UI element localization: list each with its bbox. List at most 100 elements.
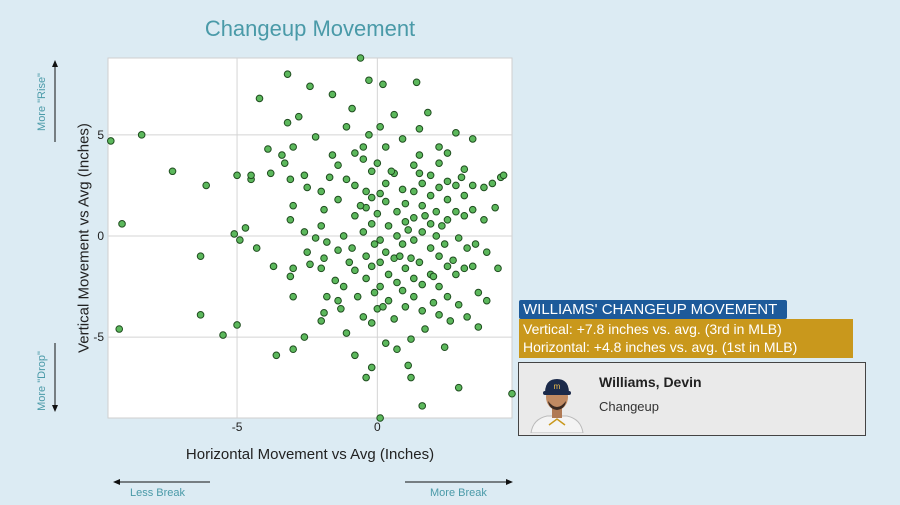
data-point xyxy=(393,232,401,240)
data-point xyxy=(407,254,415,263)
data-point xyxy=(480,215,488,224)
data-point xyxy=(247,171,255,180)
data-point xyxy=(345,258,354,267)
data-point xyxy=(482,248,491,256)
data-point xyxy=(230,230,239,238)
data-point xyxy=(468,205,477,214)
chart-title: Changeup Movement xyxy=(204,16,416,41)
data-point xyxy=(463,244,471,252)
data-point xyxy=(286,175,295,184)
data-point xyxy=(393,278,401,287)
rise-arrowhead-icon xyxy=(52,60,58,67)
data-point xyxy=(407,335,415,343)
data-point xyxy=(370,240,379,248)
data-point xyxy=(376,282,384,291)
data-point xyxy=(306,260,314,269)
data-point xyxy=(415,169,424,178)
grid xyxy=(107,57,513,419)
data-point xyxy=(463,313,471,321)
data-point xyxy=(381,143,390,151)
data-point xyxy=(410,236,418,244)
data-point xyxy=(401,302,410,311)
plot-area xyxy=(107,57,513,419)
x-tick-label: 0 xyxy=(374,420,381,434)
data-point xyxy=(438,222,446,230)
data-point xyxy=(410,292,418,301)
data-point xyxy=(303,248,311,256)
data-point xyxy=(407,373,415,382)
data-point xyxy=(278,151,286,159)
data-point xyxy=(398,240,407,248)
data-point xyxy=(435,282,443,291)
less-break-arrowhead-icon xyxy=(113,479,120,485)
data-point xyxy=(107,137,115,145)
x-tick-label: -5 xyxy=(232,420,243,434)
data-point xyxy=(280,159,289,167)
data-point xyxy=(356,54,365,62)
data-point xyxy=(508,389,516,398)
data-point xyxy=(443,177,452,186)
data-point xyxy=(356,201,365,210)
data-point xyxy=(320,309,328,317)
data-point xyxy=(376,258,384,267)
data-point xyxy=(418,280,427,289)
data-point xyxy=(317,317,326,325)
data-point xyxy=(342,175,351,184)
data-point xyxy=(353,292,362,301)
data-point xyxy=(348,244,356,252)
data-point xyxy=(289,345,297,354)
data-point xyxy=(480,183,488,192)
data-point xyxy=(460,264,469,273)
data-point xyxy=(255,94,264,103)
data-point xyxy=(468,181,477,190)
data-point xyxy=(362,187,370,196)
data-point xyxy=(362,274,370,283)
data-point xyxy=(435,183,443,192)
data-point xyxy=(488,179,497,188)
data-point xyxy=(115,325,124,333)
data-point xyxy=(373,159,382,167)
data-point xyxy=(351,351,359,360)
data-point xyxy=(264,145,272,153)
data-point xyxy=(443,149,452,157)
data-point xyxy=(325,173,334,182)
data-point xyxy=(317,222,326,230)
data-point xyxy=(418,228,427,236)
y-axis-label: Vertical Movement vs Avg (Inches) xyxy=(75,123,93,353)
data-point xyxy=(454,300,463,309)
data-point xyxy=(283,118,292,127)
svg-text:m: m xyxy=(554,382,561,391)
data-point xyxy=(460,211,469,220)
data-point xyxy=(381,179,390,188)
data-point xyxy=(401,264,410,273)
data-point xyxy=(289,201,297,210)
data-point xyxy=(339,232,348,240)
data-point xyxy=(418,307,427,315)
data-point xyxy=(359,313,368,321)
data-point xyxy=(418,179,427,188)
data-point xyxy=(202,181,210,190)
data-point xyxy=(426,191,435,200)
data-point xyxy=(379,302,387,311)
data-point xyxy=(452,129,460,137)
data-point xyxy=(432,207,441,216)
less-break-label: Less Break xyxy=(130,487,186,499)
data-point xyxy=(435,143,443,151)
data-point xyxy=(381,248,390,256)
data-point xyxy=(410,161,418,169)
data-point xyxy=(468,135,477,143)
data-point xyxy=(393,345,401,354)
data-point xyxy=(362,373,370,382)
data-point xyxy=(359,143,368,151)
data-point xyxy=(404,361,412,370)
more-break-label: More Break xyxy=(430,487,487,499)
data-point xyxy=(390,315,398,323)
player-headshot-icon: m xyxy=(525,369,589,433)
data-point xyxy=(334,195,342,204)
data-point xyxy=(272,351,281,360)
data-point xyxy=(410,274,418,283)
data-point xyxy=(482,296,491,305)
data-point xyxy=(348,104,356,113)
y-tick-label: 0 xyxy=(97,229,104,243)
